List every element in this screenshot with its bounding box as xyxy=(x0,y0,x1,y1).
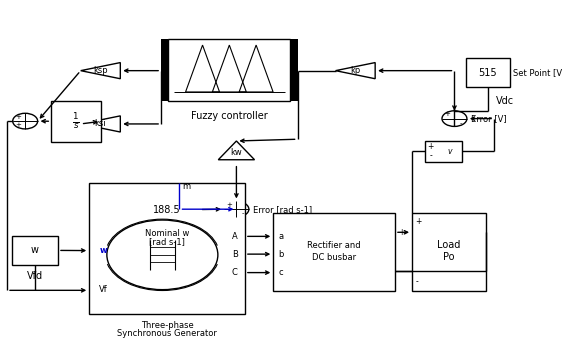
Text: Three-phase: Three-phase xyxy=(141,321,193,330)
Text: Vfd: Vfd xyxy=(27,271,43,281)
Bar xyxy=(89,183,245,314)
Bar xyxy=(466,58,510,87)
Bar xyxy=(273,213,395,291)
Text: +: + xyxy=(16,114,21,120)
Text: +: + xyxy=(16,122,21,129)
Text: kp: kp xyxy=(350,66,361,75)
Bar xyxy=(51,101,101,142)
Text: ksi: ksi xyxy=(95,120,106,129)
Text: w: w xyxy=(31,245,39,255)
Text: Vdc: Vdc xyxy=(496,96,514,106)
Bar xyxy=(168,39,290,101)
Text: Po: Po xyxy=(443,252,454,262)
Text: c: c xyxy=(279,268,283,277)
Bar xyxy=(425,141,462,162)
Text: +: + xyxy=(427,142,434,151)
Text: B: B xyxy=(232,250,237,258)
Text: w: w xyxy=(99,246,107,255)
Text: kw: kw xyxy=(231,148,242,157)
Text: +: + xyxy=(444,111,451,117)
Bar xyxy=(161,39,168,101)
Text: Error [rad s-1]: Error [rad s-1] xyxy=(254,205,313,214)
Text: ksp: ksp xyxy=(93,66,108,75)
Text: A: A xyxy=(232,232,237,241)
Text: DC busbar: DC busbar xyxy=(312,253,356,262)
Text: 515: 515 xyxy=(478,68,497,78)
Text: 188.5: 188.5 xyxy=(153,204,181,214)
Text: -: - xyxy=(460,120,462,126)
Text: C: C xyxy=(232,268,237,277)
Bar xyxy=(412,213,486,291)
Text: +: + xyxy=(398,228,404,237)
Text: m: m xyxy=(183,182,191,191)
Text: Vf: Vf xyxy=(99,285,108,294)
Text: Error [V]: Error [V] xyxy=(472,114,507,123)
Text: Fuzzy controller: Fuzzy controller xyxy=(191,111,268,121)
Text: -: - xyxy=(242,211,244,217)
Text: Rectifier and: Rectifier and xyxy=(307,241,361,250)
Text: -: - xyxy=(430,151,432,160)
Text: v: v xyxy=(448,147,453,156)
Text: Load: Load xyxy=(437,241,461,251)
Text: Nominal w: Nominal w xyxy=(145,229,189,238)
Text: Set Point [V: Set Point [V xyxy=(513,68,562,77)
Text: a: a xyxy=(279,232,283,241)
Text: [rad s-1]: [rad s-1] xyxy=(149,237,185,246)
Bar xyxy=(12,236,58,265)
Text: Synchronous Generator: Synchronous Generator xyxy=(117,329,217,338)
Text: +: + xyxy=(227,202,232,208)
Text: -: - xyxy=(398,267,401,276)
Text: +: + xyxy=(415,217,421,226)
Text: -: - xyxy=(415,277,418,286)
Bar xyxy=(290,39,298,101)
Text: b: b xyxy=(278,250,284,258)
Text: $\frac{1}{s}$: $\frac{1}{s}$ xyxy=(72,111,80,131)
Bar xyxy=(135,196,200,223)
